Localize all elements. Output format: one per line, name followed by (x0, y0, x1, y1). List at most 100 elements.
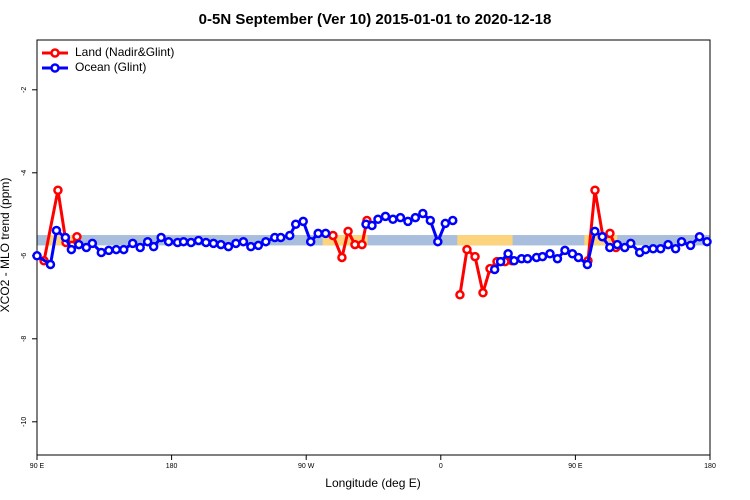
x-tick-label: 0 (439, 463, 443, 470)
point (455, 290, 465, 300)
point (560, 245, 570, 256)
point (253, 240, 264, 251)
point (246, 241, 256, 252)
point (208, 238, 219, 249)
point (545, 248, 555, 259)
point (261, 236, 271, 247)
point (45, 259, 56, 270)
point (605, 228, 615, 239)
point (648, 243, 658, 254)
y-tick-label: -6 (21, 253, 28, 259)
point (509, 256, 519, 266)
point (201, 237, 211, 248)
point (72, 231, 82, 242)
x-axis-label: Longitude (deg E) (325, 476, 420, 490)
point (53, 185, 63, 195)
point (284, 230, 295, 241)
point (231, 238, 241, 249)
point (448, 215, 458, 226)
point (425, 215, 436, 226)
point (573, 252, 584, 263)
point (216, 239, 226, 250)
point (702, 236, 712, 247)
band (37, 235, 710, 246)
point (685, 240, 696, 251)
point (395, 212, 406, 223)
point (87, 238, 98, 249)
point (694, 231, 705, 242)
point (478, 287, 488, 298)
point (612, 239, 623, 250)
point (104, 245, 114, 256)
x-tick-label: 180 (166, 463, 178, 470)
y-tick-label: -8 (21, 336, 28, 342)
point (489, 264, 500, 275)
chart-title: 0-5N September (Ver 10) 2015-01-01 to 20… (199, 11, 552, 28)
legend-label: Land (Nadir&Glint) (75, 45, 174, 59)
point (135, 242, 145, 253)
point (66, 244, 77, 255)
x-tick-label: 90 W (298, 463, 315, 470)
point (74, 239, 84, 250)
point (367, 220, 377, 231)
point (81, 242, 92, 253)
point (276, 232, 286, 243)
point (223, 241, 234, 252)
y-tick-label: -4 (21, 170, 28, 176)
point (620, 242, 630, 253)
point (238, 236, 249, 247)
point (343, 226, 353, 237)
point (328, 230, 338, 241)
point (625, 238, 636, 249)
point (380, 211, 391, 222)
point (290, 219, 301, 230)
point (403, 216, 413, 227)
x-tick-label: 180 (704, 463, 716, 470)
point (663, 239, 673, 250)
point (552, 253, 563, 264)
point (186, 237, 196, 248)
point (148, 241, 159, 252)
point (305, 236, 316, 247)
point (51, 225, 62, 236)
point (440, 218, 451, 229)
point (410, 212, 421, 223)
point (298, 216, 308, 227)
x-tick-label: 90 E (30, 463, 45, 470)
point (313, 228, 323, 239)
point (537, 251, 548, 262)
point (96, 247, 107, 258)
point (60, 232, 71, 243)
plot-frame (36, 39, 711, 456)
point (357, 239, 367, 250)
point (111, 244, 122, 255)
y-tick-label: -2 (21, 87, 28, 93)
point (670, 243, 681, 254)
point (163, 236, 174, 247)
point (388, 214, 398, 225)
point (127, 238, 138, 249)
point (522, 253, 533, 264)
point (320, 228, 331, 239)
point (462, 244, 472, 255)
point (418, 208, 428, 219)
x-tick-label: 90 E (568, 463, 583, 470)
point (605, 242, 615, 253)
point (590, 226, 600, 237)
point (582, 259, 593, 270)
point (142, 236, 153, 247)
legend-marker (50, 63, 60, 73)
y-tick-label: -10 (21, 417, 28, 427)
point (433, 236, 443, 247)
point (597, 231, 608, 242)
point (373, 214, 383, 225)
point (178, 236, 189, 247)
point (193, 235, 204, 246)
legend-label: Ocean (Glint) (75, 60, 146, 74)
y-axis-label: XCO2 - MLO trend (ppm) (0, 178, 12, 313)
band (457, 235, 513, 246)
legend-marker (50, 48, 60, 58)
point (503, 248, 513, 259)
point (495, 256, 506, 267)
